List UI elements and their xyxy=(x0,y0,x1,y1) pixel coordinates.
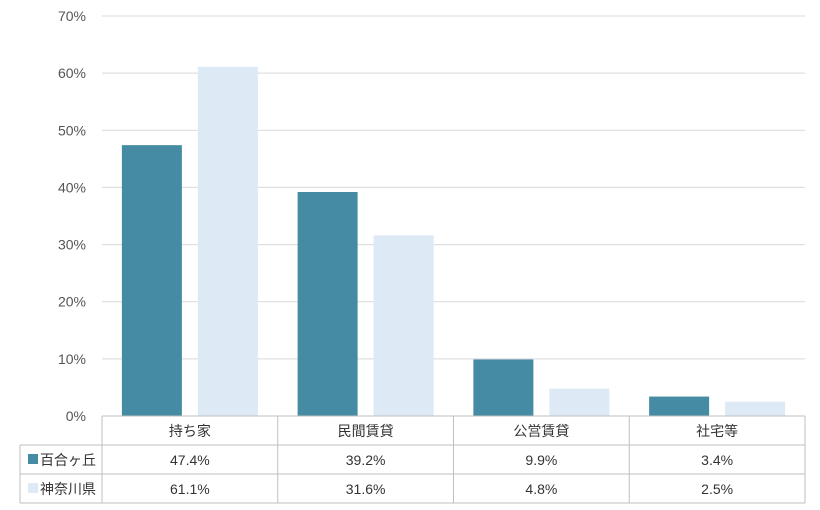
y-tick-label: 40% xyxy=(58,179,86,195)
bar xyxy=(725,401,786,416)
bar xyxy=(373,235,434,416)
data-table-cell: 39.2% xyxy=(346,452,386,468)
x-category-label: 民間賃貸 xyxy=(338,423,394,439)
legend-swatch xyxy=(28,483,38,493)
data-table-cell: 3.4% xyxy=(701,452,733,468)
x-category-label: 公営賃貸 xyxy=(513,423,569,439)
y-tick-label: 20% xyxy=(58,294,86,310)
bar xyxy=(549,388,610,416)
data-table-cell: 47.4% xyxy=(170,452,210,468)
data-table-cell: 2.5% xyxy=(701,481,733,497)
bar xyxy=(197,66,258,416)
data-table-cell: 61.1% xyxy=(170,481,210,497)
y-tick-label: 60% xyxy=(58,65,86,81)
data-table-cell: 9.9% xyxy=(525,452,557,468)
bars xyxy=(121,66,786,416)
y-tick-label: 70% xyxy=(58,8,86,24)
bar xyxy=(121,145,182,416)
y-axis-ticks: 0% 10% 20% 30% 40% 50% 60% 70% xyxy=(58,8,86,424)
y-tick-label: 30% xyxy=(58,237,86,253)
legend-label: 百合ヶ丘 xyxy=(40,452,96,468)
bar xyxy=(473,359,534,416)
bar xyxy=(297,192,358,416)
y-tick-label: 10% xyxy=(58,351,86,367)
data-table-cell: 4.8% xyxy=(525,481,557,497)
x-category-label: 持ち家 xyxy=(169,423,211,439)
data-table-cell: 31.6% xyxy=(346,481,386,497)
y-tick-label: 50% xyxy=(58,122,86,138)
x-category-label: 社宅等 xyxy=(696,423,738,439)
legend-swatch xyxy=(28,454,38,464)
legend-label: 神奈川県 xyxy=(40,481,96,497)
bar xyxy=(649,396,710,416)
y-tick-label: 0% xyxy=(66,408,86,424)
